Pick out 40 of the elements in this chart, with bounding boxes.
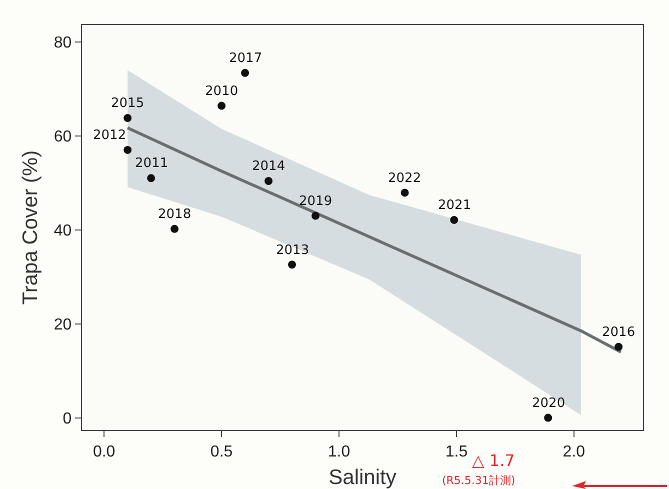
y-tick-label: 20 — [54, 316, 72, 334]
annotation: 2017 — [229, 51, 262, 66]
annotation: 2014 — [252, 159, 286, 174]
text: △ 1.7 — [472, 451, 515, 470]
x-tick-label: 0.0 — [92, 443, 116, 460]
x-axis-title: Salinity — [328, 466, 397, 489]
point — [450, 216, 458, 224]
point — [241, 68, 250, 77]
point — [218, 102, 226, 110]
point — [400, 188, 409, 197]
annotation: 2020 — [532, 396, 566, 411]
x-tick-label: 1.0 — [328, 443, 350, 460]
point — [264, 176, 273, 185]
annotation: 2019 — [299, 194, 332, 209]
annotation: 2011 — [135, 156, 168, 171]
annotation: 2012 — [93, 128, 126, 143]
y-tick-label: 40 — [54, 222, 72, 240]
point — [288, 260, 296, 269]
y-axis-title: Trapa Cover (%) — [19, 150, 42, 305]
point — [544, 414, 552, 422]
text: (R5.5.31計測) — [442, 474, 516, 487]
y-tick-label: 80 — [54, 34, 72, 52]
annotation: 2015 — [111, 96, 144, 111]
x-tick-label: 1.5 — [445, 443, 468, 460]
annotation: 2018 — [158, 207, 192, 222]
y-tick-label: 0 — [62, 410, 72, 428]
point — [124, 114, 132, 122]
point — [312, 212, 320, 220]
annotation: 2013 — [276, 243, 310, 258]
point — [170, 224, 179, 233]
point — [124, 146, 132, 154]
y-tick-label: 60 — [54, 128, 72, 146]
annotation: 2010 — [205, 84, 238, 99]
point — [614, 342, 623, 351]
x-tick-label: 0.5 — [210, 443, 233, 460]
point — [147, 174, 156, 182]
annotation: 2021 — [438, 198, 472, 213]
annotation: 2022 — [388, 171, 422, 186]
x-tick-label: 2.0 — [562, 443, 586, 460]
annotation: 2016 — [602, 325, 636, 340]
